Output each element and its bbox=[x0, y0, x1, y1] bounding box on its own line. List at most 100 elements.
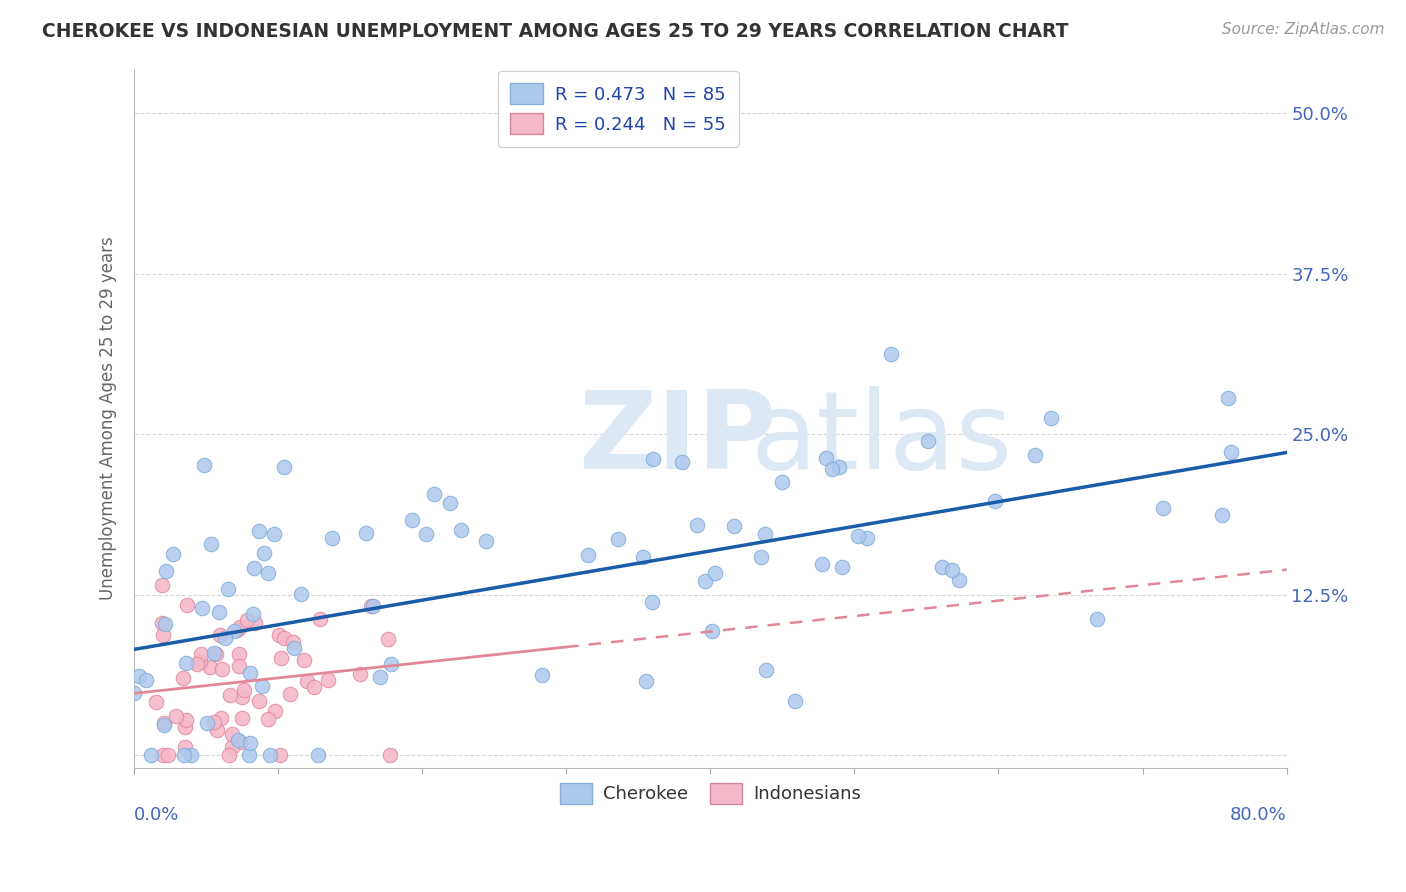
Cherokee bbox=[686, 518, 709, 533]
Cherokee bbox=[153, 718, 176, 732]
Cherokee bbox=[643, 451, 665, 466]
Cherokee bbox=[238, 747, 260, 762]
Cherokee bbox=[1216, 392, 1239, 406]
Indonesians bbox=[270, 651, 292, 665]
Indonesians bbox=[233, 682, 256, 697]
Indonesians bbox=[229, 735, 252, 749]
Indonesians bbox=[228, 658, 250, 673]
Cherokee bbox=[273, 460, 295, 475]
Cherokee bbox=[931, 560, 953, 574]
Cherokee bbox=[1211, 508, 1233, 522]
Cherokee bbox=[606, 532, 628, 546]
Text: 80.0%: 80.0% bbox=[1230, 806, 1286, 824]
Indonesians bbox=[221, 727, 243, 741]
Indonesians bbox=[295, 674, 318, 689]
Cherokee bbox=[671, 455, 693, 469]
Cherokee bbox=[226, 733, 249, 747]
Cherokee bbox=[831, 559, 853, 574]
Cherokee bbox=[222, 624, 245, 639]
Cherokee bbox=[124, 686, 146, 700]
Cherokee bbox=[263, 527, 285, 541]
Indonesians bbox=[316, 673, 339, 687]
Indonesians bbox=[231, 690, 253, 705]
Cherokee bbox=[368, 670, 391, 684]
Indonesians bbox=[349, 667, 371, 681]
Indonesians bbox=[256, 713, 278, 727]
Indonesians bbox=[173, 740, 195, 755]
Indonesians bbox=[202, 714, 225, 729]
Cherokee bbox=[415, 527, 437, 541]
Cherokee bbox=[290, 587, 312, 601]
Indonesians bbox=[145, 696, 167, 710]
Cherokee bbox=[641, 595, 664, 609]
Cherokee bbox=[941, 563, 963, 577]
Indonesians bbox=[205, 647, 228, 661]
Cherokee bbox=[530, 668, 553, 682]
Cherokee bbox=[214, 631, 236, 645]
Cherokee bbox=[917, 434, 939, 449]
Cherokee bbox=[155, 564, 177, 578]
Cherokee bbox=[197, 716, 219, 731]
Cherokee bbox=[128, 669, 150, 683]
Cherokee bbox=[1024, 448, 1046, 462]
Indonesians bbox=[172, 671, 194, 685]
Cherokee bbox=[783, 694, 806, 708]
Indonesians bbox=[190, 655, 212, 669]
Cherokee bbox=[307, 747, 329, 762]
Cherokee bbox=[846, 529, 869, 543]
Indonesians bbox=[221, 740, 243, 755]
Indonesians bbox=[269, 747, 291, 762]
Text: 0.0%: 0.0% bbox=[134, 806, 180, 824]
Indonesians bbox=[174, 720, 197, 734]
Cherokee bbox=[755, 663, 778, 677]
Cherokee bbox=[984, 493, 1007, 508]
Cherokee bbox=[361, 599, 384, 613]
Indonesians bbox=[208, 628, 231, 642]
Cherokee bbox=[247, 524, 270, 539]
Cherokee bbox=[283, 640, 305, 655]
Cherokee bbox=[190, 601, 212, 615]
Cherokee bbox=[634, 673, 657, 688]
Cherokee bbox=[242, 607, 264, 621]
Indonesians bbox=[156, 747, 179, 762]
Cherokee bbox=[200, 537, 222, 551]
Indonesians bbox=[229, 619, 252, 633]
Indonesians bbox=[231, 711, 253, 725]
Text: atlas: atlas bbox=[751, 386, 1012, 492]
Indonesians bbox=[236, 613, 259, 627]
Cherokee bbox=[253, 546, 276, 560]
Cherokee bbox=[1152, 500, 1174, 515]
Cherokee bbox=[423, 487, 446, 501]
Cherokee bbox=[475, 533, 498, 548]
Indonesians bbox=[292, 653, 315, 667]
Cherokee bbox=[749, 550, 772, 565]
Cherokee bbox=[174, 656, 197, 670]
Cherokee bbox=[401, 513, 423, 527]
Cherokee bbox=[856, 531, 879, 545]
Cherokee bbox=[754, 526, 776, 541]
Cherokee bbox=[259, 747, 281, 762]
Indonesians bbox=[264, 704, 287, 718]
Y-axis label: Unemployment Among Ages 25 to 29 years: Unemployment Among Ages 25 to 29 years bbox=[100, 236, 117, 600]
Cherokee bbox=[257, 566, 280, 580]
Indonesians bbox=[150, 578, 173, 592]
Indonesians bbox=[302, 680, 325, 694]
Indonesians bbox=[165, 708, 187, 723]
Cherokee bbox=[948, 573, 970, 587]
Text: ZIP: ZIP bbox=[578, 386, 776, 492]
Cherokee bbox=[821, 462, 844, 476]
Cherokee bbox=[450, 523, 472, 537]
Cherokee bbox=[693, 574, 716, 588]
Cherokee bbox=[193, 458, 215, 473]
Indonesians bbox=[380, 747, 402, 762]
Cherokee bbox=[703, 566, 725, 580]
Indonesians bbox=[243, 616, 266, 631]
Cherokee bbox=[770, 475, 793, 489]
Indonesians bbox=[209, 711, 232, 725]
Cherokee bbox=[631, 550, 654, 565]
Indonesians bbox=[174, 714, 197, 728]
Cherokee bbox=[815, 450, 838, 465]
Cherokee bbox=[576, 548, 599, 562]
Indonesians bbox=[273, 631, 295, 645]
Cherokee bbox=[252, 679, 274, 693]
